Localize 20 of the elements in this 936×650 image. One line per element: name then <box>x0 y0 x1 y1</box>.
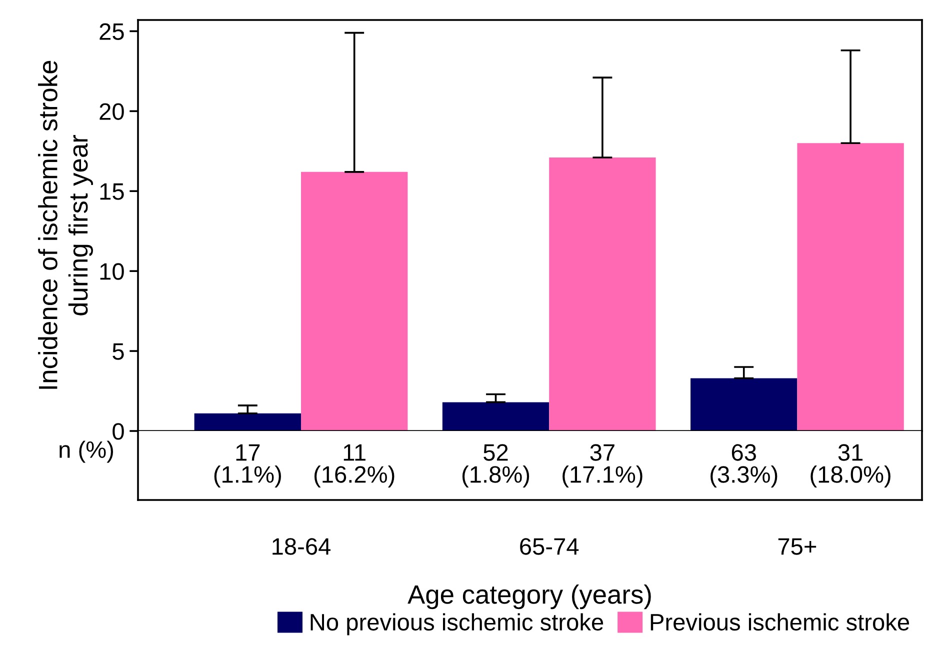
data-label: 17 (1.1%) <box>214 444 281 488</box>
data-label: 63 (3.3%) <box>710 444 778 488</box>
data-label: 11 (16.2%) <box>314 444 394 488</box>
legend-label: Previous ischemic stroke <box>650 613 910 631</box>
y-tick-label: 20 <box>100 103 124 120</box>
data-label: 37 (17.1%) <box>562 444 642 488</box>
x-tick-label: 75+ <box>778 538 816 555</box>
y-tick-label: 15 <box>100 183 124 200</box>
legend-label: No previous ischemic stroke <box>310 613 604 636</box>
y-tick-label: 10 <box>100 263 124 280</box>
x-axis-title: Age category (years) <box>408 584 651 610</box>
y-tick-label: 0 <box>112 423 124 440</box>
data-label: 52 (1.8%) <box>462 444 530 488</box>
x-tick-label: 65-74 <box>520 538 579 555</box>
x-tick-label: 18-64 <box>272 538 331 555</box>
y-tick-label: 25 <box>100 23 124 40</box>
y-tick-label: 5 <box>112 343 124 360</box>
y-axis-title: Incidence of ischemic stroke during first year <box>38 60 93 389</box>
data-label: 31 (18.0%) <box>810 444 890 488</box>
text: n (%) <box>60 440 114 463</box>
